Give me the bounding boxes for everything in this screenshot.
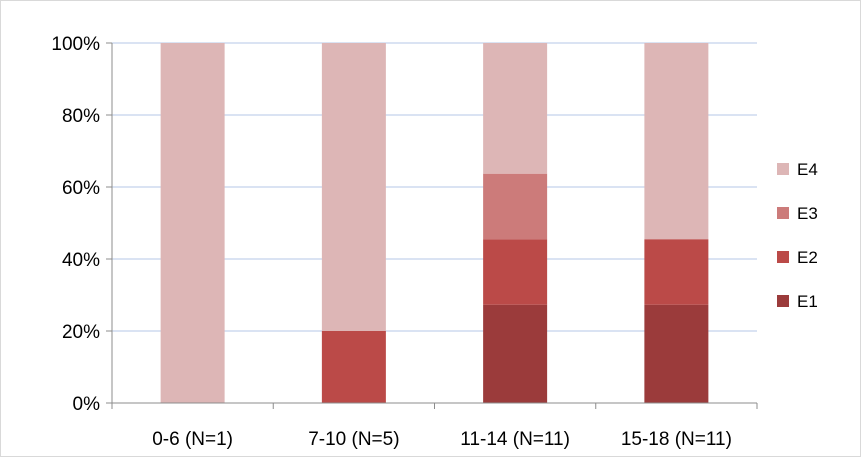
legend-label-e2: E2 xyxy=(797,248,818,267)
y-tick-label: 0% xyxy=(73,394,101,415)
bar-segment-e4 xyxy=(321,43,386,331)
y-tick-label: 80% xyxy=(62,106,100,127)
bars xyxy=(160,43,709,403)
x-tick-label: 0-6 (N=1) xyxy=(152,429,233,450)
legend-label-e4: E4 xyxy=(797,160,818,179)
y-tick-label: 100% xyxy=(51,34,100,55)
bar-segment-e1 xyxy=(483,304,548,403)
bar-segment-e2 xyxy=(644,239,709,305)
bar-segment-e2 xyxy=(483,239,548,305)
bar-segment-e2 xyxy=(321,331,386,403)
x-tick-label: 7-10 (N=5) xyxy=(308,429,399,450)
legend-label-e3: E3 xyxy=(797,204,818,223)
bar-segment-e4 xyxy=(483,43,548,174)
legend-swatch-e4 xyxy=(777,163,789,175)
bar-segment-e4 xyxy=(644,43,709,240)
legend-swatch-e2 xyxy=(777,251,789,263)
legend-swatch-e3 xyxy=(777,207,789,219)
x-tick-label: 11-14 (N=11) xyxy=(460,429,570,450)
bar-segment-e4 xyxy=(160,43,225,403)
legend: E4 E3 E2 E1 xyxy=(777,160,818,311)
x-tick-label: 15-18 (N=11) xyxy=(621,429,732,450)
x-axis-ticks: 0-6 (N=1) 7-10 (N=5) 11-14 (N=11) 15-18 (N=… xyxy=(111,403,758,450)
y-tick-label: 60% xyxy=(62,178,100,199)
bar-segment-e1 xyxy=(644,304,709,403)
bar-segment-e3 xyxy=(483,173,548,240)
legend-swatch-e1 xyxy=(777,295,789,307)
y-tick-label: 40% xyxy=(62,250,100,271)
legend-label-e1: E1 xyxy=(797,292,818,311)
y-tick-label: 20% xyxy=(62,322,100,343)
y-axis-ticks: 0% 20% 40% 60% 80% 100% xyxy=(51,34,112,415)
